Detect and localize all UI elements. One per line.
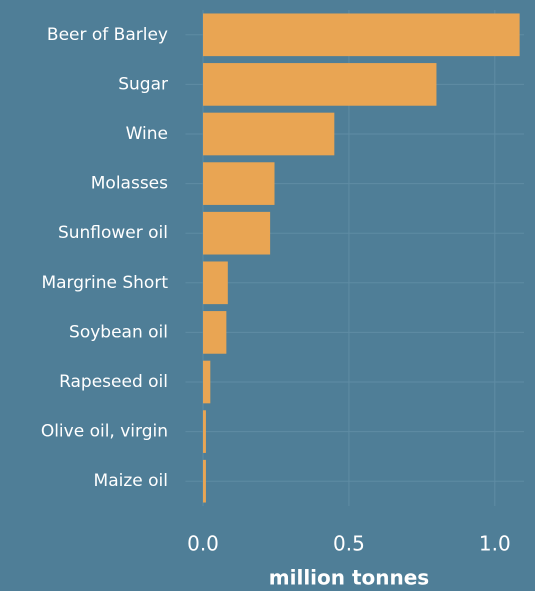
y-tick-label: Rapeseed oil xyxy=(59,372,168,392)
bar xyxy=(203,13,520,57)
x-axis-title: million tonnes xyxy=(269,566,429,590)
x-tick-label: 1.0 xyxy=(479,532,511,556)
y-tick-label: Molasses xyxy=(91,174,168,194)
y-tick-label: Wine xyxy=(126,124,168,144)
y-tick-label: Sugar xyxy=(118,74,168,94)
y-tick-label: Soybean oil xyxy=(69,322,168,342)
bar xyxy=(203,459,206,503)
x-tick-label: 0.0 xyxy=(187,532,219,556)
bar xyxy=(203,63,437,106)
bar xyxy=(203,211,271,255)
bar xyxy=(203,162,275,205)
y-tick-label: Maize oil xyxy=(94,471,168,491)
y-tick-label: Sunflower oil xyxy=(58,223,168,243)
bar xyxy=(203,410,206,453)
bar xyxy=(203,360,211,404)
bar xyxy=(203,112,335,156)
bar xyxy=(203,261,228,305)
y-tick-label: Margrine Short xyxy=(41,273,168,293)
bar xyxy=(203,311,227,354)
x-tick-label: 0.5 xyxy=(333,532,365,556)
y-tick-label: Olive oil, virgin xyxy=(41,422,168,442)
y-tick-label: Beer of Barley xyxy=(47,25,168,45)
